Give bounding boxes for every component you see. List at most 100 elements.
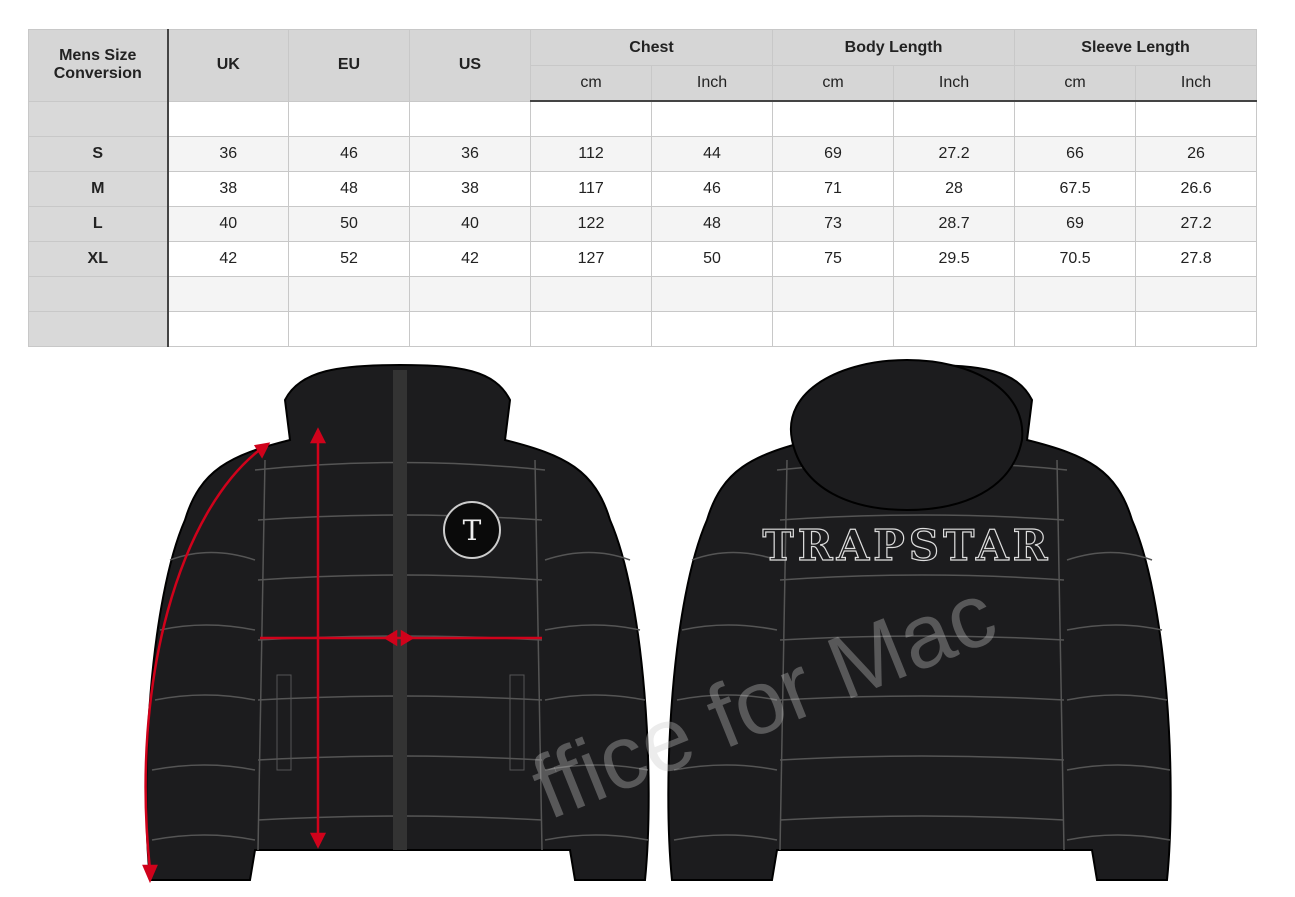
table-cell [1135, 311, 1258, 347]
table-cell [1135, 100, 1258, 137]
arrow-left-icon [383, 629, 398, 647]
arrow-up-icon [309, 427, 327, 444]
table-cell: 38 [167, 171, 289, 207]
table-cell [288, 276, 410, 312]
size-label: L [28, 206, 169, 242]
table-cell [1014, 276, 1137, 312]
table-cell: 117 [530, 171, 652, 207]
arrow-down-icon [309, 832, 327, 849]
unit-inch: Inch [893, 65, 1016, 102]
table-cell: 112 [530, 136, 652, 172]
unit-cm: cm [772, 65, 895, 102]
table-cell: 40 [167, 206, 289, 242]
jacket-illustration: T TRAPSTAR [142, 358, 1172, 884]
unit-inch: Inch [650, 65, 774, 102]
table-cell: 28 [893, 171, 1016, 207]
table-cell [893, 311, 1016, 347]
table-cell: 40 [409, 206, 531, 242]
table-cell: 26 [1135, 136, 1258, 172]
table-cell: 127 [530, 241, 652, 277]
table-cell: 36 [409, 136, 531, 172]
table-cell: 69 [772, 136, 895, 172]
table-cell [530, 100, 652, 137]
table-cell: 48 [650, 206, 774, 242]
size-label [28, 311, 169, 347]
table-row: XL 42 52 42 127 50 75 29.5 70.5 27.8 [28, 241, 1258, 277]
table-cell: 75 [772, 241, 895, 277]
header-eu: EU [288, 29, 410, 102]
table-cell: 67.5 [1014, 171, 1137, 207]
header-sleeve-length: Sleeve Length [1014, 29, 1258, 66]
header-chest: Chest [529, 29, 774, 66]
table-cell: 28.7 [893, 206, 1016, 242]
table-cell: 27.2 [893, 136, 1016, 172]
table-cell [650, 100, 774, 137]
logo-badge [443, 501, 501, 559]
table-cell [1014, 311, 1137, 347]
back-logo-lettering: TRAPSTAR [762, 521, 1051, 570]
front-jacket: T [142, 364, 650, 884]
table-row: S 36 46 36 112 44 69 27.2 66 26 [28, 136, 1258, 172]
table-cell [167, 100, 289, 137]
table-cell [409, 311, 531, 347]
table-cell [893, 100, 1016, 137]
table-cell [772, 276, 895, 312]
unit-cm: cm [530, 65, 652, 102]
table-cell: 46 [650, 171, 774, 207]
logo-t-icon: T [463, 514, 482, 547]
table-cell [772, 311, 895, 347]
header-uk: UK [167, 29, 289, 102]
table-cell [650, 276, 774, 312]
back-jacket: TRAPSTAR [667, 358, 1172, 881]
table-cell: 38 [409, 171, 531, 207]
table-cell: 71 [772, 171, 895, 207]
table-cell: 46 [288, 136, 410, 172]
left-pocket [276, 674, 292, 771]
table-cell: 27.2 [1135, 206, 1258, 242]
table-cell: 29.5 [893, 241, 1016, 277]
arrow-right-icon [400, 629, 415, 647]
table-cell: 50 [650, 241, 774, 277]
table-cell [530, 311, 652, 347]
table-cell: 70.5 [1014, 241, 1137, 277]
table-row [28, 311, 1258, 347]
unit-cm: cm [1014, 65, 1137, 102]
size-label: S [28, 136, 169, 172]
measure-lines [142, 427, 542, 884]
sleeve-length-curve [144, 447, 263, 871]
table-cell [650, 311, 774, 347]
table-row: M 38 48 38 117 46 71 28 67.5 26.6 [28, 171, 1258, 207]
size-chart-table: Mens Size Conversion UK EU US Chest Body… [28, 29, 1258, 347]
right-pocket [509, 674, 525, 771]
table-cell: 52 [288, 241, 410, 277]
arrow-up-icon [253, 442, 271, 459]
table-cell: 66 [1014, 136, 1137, 172]
table-cell [893, 276, 1016, 312]
table-cell: 36 [167, 136, 289, 172]
table-cell: 27.8 [1135, 241, 1258, 277]
size-label: XL [28, 241, 169, 277]
table-cell: 122 [530, 206, 652, 242]
table-cell: 48 [288, 171, 410, 207]
size-label [28, 276, 169, 312]
table-cell: 44 [650, 136, 774, 172]
table-row: L 40 50 40 122 48 73 28.7 69 27.2 [28, 206, 1258, 242]
header-body-length: Body Length [772, 29, 1016, 66]
table-cell: 42 [409, 241, 531, 277]
table-cell [167, 276, 289, 312]
hood [789, 358, 1024, 512]
corner-label: Mens Size Conversion [28, 29, 169, 102]
table-cell [167, 311, 289, 347]
table-cell [1135, 276, 1258, 312]
table-cell [288, 100, 410, 137]
table-cell [409, 276, 531, 312]
table-cell [288, 311, 410, 347]
arrow-down-icon [142, 864, 158, 884]
table-cell [530, 276, 652, 312]
table-cell [772, 100, 895, 137]
header-us: US [409, 29, 531, 102]
table-row [28, 100, 1258, 137]
table-cell [1014, 100, 1137, 137]
table-cell [409, 100, 531, 137]
table-cell: 73 [772, 206, 895, 242]
